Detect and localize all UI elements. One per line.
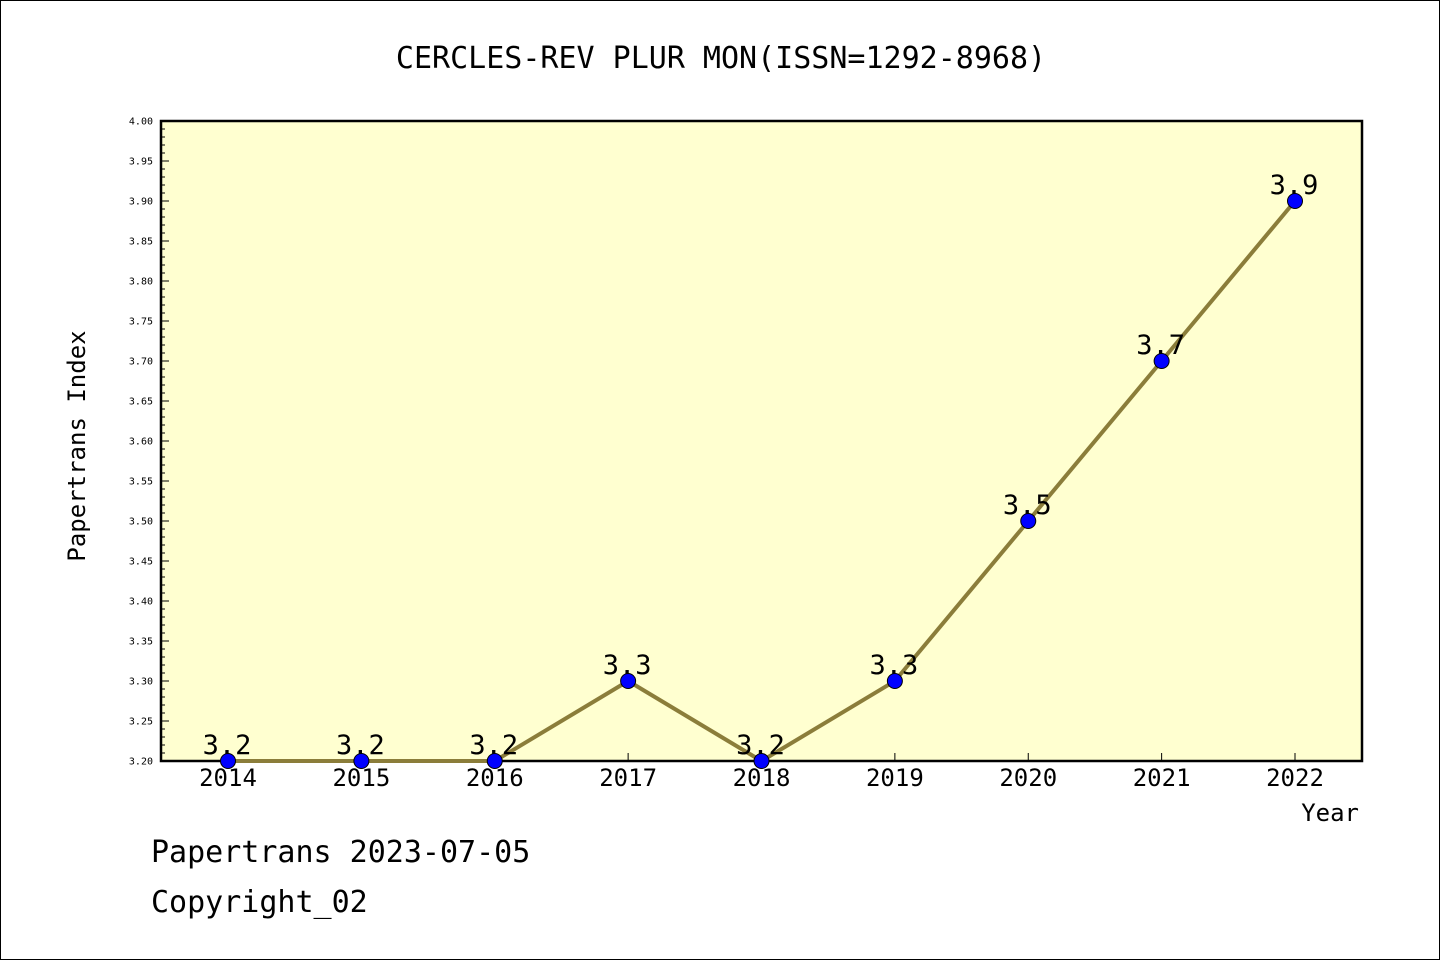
y-axis-label: Papertrans Index [63,330,91,561]
y-tick-label: 3.30 [129,677,153,688]
data-point [220,753,236,769]
x-tick-label: 2020 [999,764,1057,792]
y-tick-label: 3.70 [129,357,153,368]
y-tick-label: 3.45 [129,557,153,568]
x-tick-label: 2021 [1133,764,1191,792]
data-point [753,753,770,769]
data-point [1153,353,1170,369]
x-axis-label: Year [1301,799,1359,827]
footer-copyright: Copyright_02 [151,885,368,920]
y-tick-label: 3.20 [129,757,153,768]
footer-date: Papertrans 2023-07-05 [151,835,531,870]
data-point [1287,193,1303,209]
y-tick-label: 4.00 [129,117,153,128]
y-tick-label: 3.60 [129,437,153,448]
y-tick-label: 3.65 [129,397,153,408]
y-tick-label: 3.85 [129,237,153,248]
x-tick-label: 2022 [1266,764,1324,792]
y-tick-label: 3.95 [129,157,153,168]
data-point [620,673,637,689]
y-tick-label: 3.80 [129,277,153,288]
y-tick-label: 3.25 [129,717,153,728]
chart-title: CERCLES-REV PLUR MON(ISSN=1292-8968) [396,41,1046,76]
x-tick-label: 2019 [866,764,924,792]
data-point [486,753,503,769]
y-tick-label: 3.55 [129,477,153,488]
plot-area: 3.20 3.25 3.30 3.35 3.40 3.45 3.50 3.55 3.60 3.65… [129,117,1364,792]
y-tick-label: 3.75 [129,317,153,328]
y-tick-label: 3.35 [129,637,153,648]
y-tick-label: 3.40 [129,597,153,608]
data-point [353,753,370,769]
y-tick-label: 3.50 [129,517,153,528]
x-tick-label: 2017 [599,764,657,792]
data-point [886,673,903,689]
data-point [1020,513,1037,529]
plot-background [161,121,1362,761]
y-tick-label: 3.90 [129,197,153,208]
